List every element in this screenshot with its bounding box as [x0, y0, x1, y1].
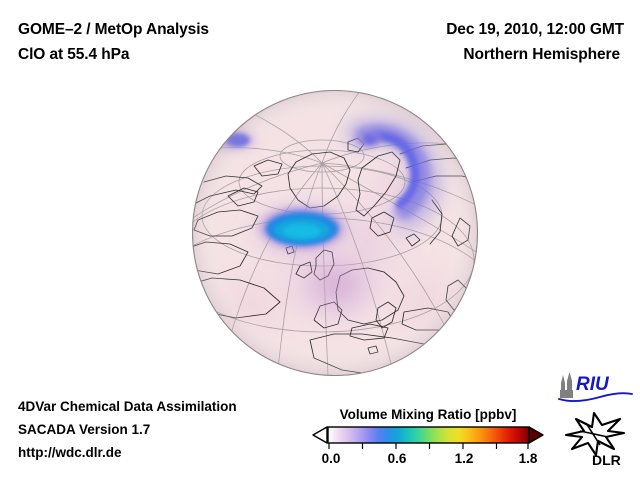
website-link[interactable]: http://wdc.dlr.de: [18, 445, 122, 460]
colorbar-gradient: [312, 426, 544, 449]
header-right: Dec 19, 2010, 12:00 GMT Northern Hemisph…: [324, 17, 624, 67]
dlr-logo: DLR: [562, 411, 632, 467]
colorbar-tick-labels: 0.0 0.6 1.2 1.8: [312, 451, 544, 468]
limb-shading: [192, 90, 478, 376]
region-label: Northern Hemisphere: [463, 46, 620, 63]
colorbar-ticks: [328, 443, 529, 449]
globe-outline: [192, 90, 478, 376]
colorbar-tick-1: 0.6: [387, 451, 407, 466]
version-label: SACADA Version 1.7: [18, 422, 151, 437]
method-label: 4DVar Chemical Data Assimilation: [18, 399, 237, 414]
footer-left: 4DVar Chemical Data Assimilation SACADA …: [18, 395, 308, 464]
dlr-wordmark: DLR: [592, 452, 621, 467]
page-title: GOME–2 / MetOp Analysis: [18, 21, 209, 38]
colorbar-over-arrow: [528, 426, 544, 444]
riu-wordmark: RIU: [576, 374, 610, 395]
colorbar-title: Volume Mixing Ratio [ppbv]: [339, 407, 517, 422]
page-subtitle: ClO at 55.4 hPa: [18, 46, 130, 63]
colorbar-tick-2: 1.2: [454, 451, 474, 466]
dlr-emblem-icon: [564, 411, 626, 457]
cathedral-towers-icon: [560, 372, 573, 398]
colorbar-tick-0: 0.0: [321, 451, 341, 466]
colorbar-under-arrow: [312, 426, 328, 444]
colorbar: Volume Mixing Ratio [ppbv]: [312, 407, 544, 468]
globe-map: [192, 90, 478, 376]
riu-swoosh-icon: [558, 392, 633, 403]
riu-logo: RIU: [556, 372, 634, 404]
timestamp-label: Dec 19, 2010, 12:00 GMT: [446, 21, 624, 38]
colorbar-tick-3: 1.8: [518, 451, 538, 466]
header-left: GOME–2 / MetOp Analysis ClO at 55.4 hPa: [18, 17, 358, 67]
